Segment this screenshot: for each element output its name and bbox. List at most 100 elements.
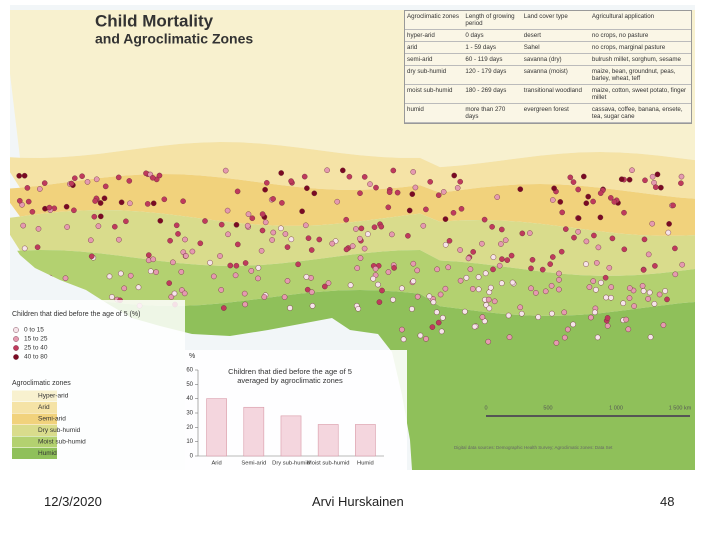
legend-label: 40 to 80 [24, 354, 48, 361]
survey-dot [662, 288, 668, 294]
survey-dot [225, 231, 231, 238]
scale-label: 500 [543, 405, 552, 411]
survey-dot [581, 173, 587, 180]
survey-dot [109, 294, 115, 300]
survey-dot [248, 268, 255, 274]
survey-dot [457, 247, 463, 253]
survey-dot [308, 289, 315, 295]
table-cell: hyper-arid [407, 32, 435, 39]
survey-dot [234, 188, 241, 195]
survey-dot [470, 249, 477, 255]
survey-dot [210, 273, 217, 280]
survey-dot [233, 262, 240, 269]
survey-dot [147, 268, 154, 275]
survey-dot [666, 221, 672, 227]
survey-dot [498, 241, 504, 247]
survey-dot [550, 254, 556, 260]
survey-dot [457, 178, 464, 185]
survey-dot [508, 252, 515, 259]
legend-swatch [12, 436, 57, 448]
legend-swatch [12, 402, 57, 413]
survey-dot [535, 314, 542, 320]
survey-dot [339, 167, 346, 174]
survey-dot [517, 304, 524, 311]
survey-dot [249, 215, 256, 221]
survey-dot [189, 248, 196, 255]
survey-dot [608, 284, 615, 290]
survey-dot [556, 286, 562, 293]
survey-dot [202, 218, 208, 224]
bar [280, 415, 302, 457]
x-tick-label: Arid [211, 461, 221, 467]
survey-dot [558, 248, 565, 255]
survey-dot [588, 314, 594, 321]
x-tick-label: Moist sub-humid [307, 461, 350, 467]
table-cell: humid [407, 106, 424, 113]
bar [206, 398, 227, 457]
table-cell: no crops, marginal pasture [591, 44, 666, 51]
survey-dot [244, 222, 251, 229]
survey-dot [433, 309, 440, 316]
survey-dot [357, 190, 363, 196]
survey-dot [649, 220, 656, 227]
survey-dot [410, 169, 417, 175]
table-cell: maize, bean, groundnut, peas, barley, wh… [591, 68, 676, 82]
survey-dot [420, 222, 427, 229]
survey-dot [462, 308, 468, 315]
survey-dot [559, 209, 566, 216]
survey-dot [278, 225, 284, 232]
survey-dot [598, 279, 604, 286]
table-cell: semi-arid [407, 56, 433, 63]
survey-dot [385, 269, 392, 275]
survey-dot [84, 179, 91, 185]
survey-dot [640, 288, 647, 294]
table-row: dry sub-humid 120 - 179 days savanna (mois… [405, 66, 691, 85]
survey-dot [242, 260, 249, 266]
table-cell: 120 - 179 days [465, 68, 507, 75]
footer-page: 48 [660, 494, 675, 509]
survey-dot [645, 296, 651, 302]
table-cell: 60 - 119 days [465, 56, 503, 63]
legend-label: Dry sub-humid [38, 427, 81, 434]
survey-dot [479, 240, 485, 247]
survey-dot [440, 189, 447, 195]
survey-dot [126, 178, 133, 184]
survey-dot [517, 186, 524, 192]
survey-dot [450, 209, 457, 216]
survey-dot [303, 274, 310, 280]
table-cell: bulrush millet, sorghum, sesame [591, 56, 681, 63]
survey-dot [224, 207, 231, 214]
survey-dot [645, 251, 652, 258]
survey-dot [639, 283, 646, 289]
survey-dot [233, 221, 240, 228]
survey-dot [16, 172, 23, 179]
survey-dot [329, 240, 336, 247]
survey-dot [325, 280, 332, 286]
survey-dot [562, 334, 568, 341]
survey-dot [528, 265, 534, 272]
survey-dot [302, 222, 309, 229]
survey-dot [255, 275, 261, 282]
survey-dot [565, 326, 571, 333]
survey-dot [454, 185, 461, 191]
survey-dot [426, 293, 433, 300]
table-cell: more than 270 days [465, 106, 506, 120]
survey-dot [288, 178, 294, 184]
survey-dot [670, 202, 676, 209]
survey-dot [123, 218, 129, 225]
table-header-cell: Agricultural application [591, 13, 655, 20]
survey-dot [92, 198, 98, 204]
survey-dot [654, 171, 661, 178]
survey-dot [175, 231, 181, 237]
survey-dot [556, 276, 562, 283]
survey-dot [106, 273, 113, 280]
survey-dot [506, 334, 513, 341]
x-tick-label: Semi-arid [241, 461, 266, 467]
survey-dot [367, 181, 373, 187]
legend-swatch [13, 354, 19, 360]
survey-dot [553, 340, 560, 346]
survey-dot [150, 200, 157, 207]
survey-dot [594, 334, 601, 341]
survey-dot [618, 176, 625, 182]
survey-dot [423, 206, 429, 213]
